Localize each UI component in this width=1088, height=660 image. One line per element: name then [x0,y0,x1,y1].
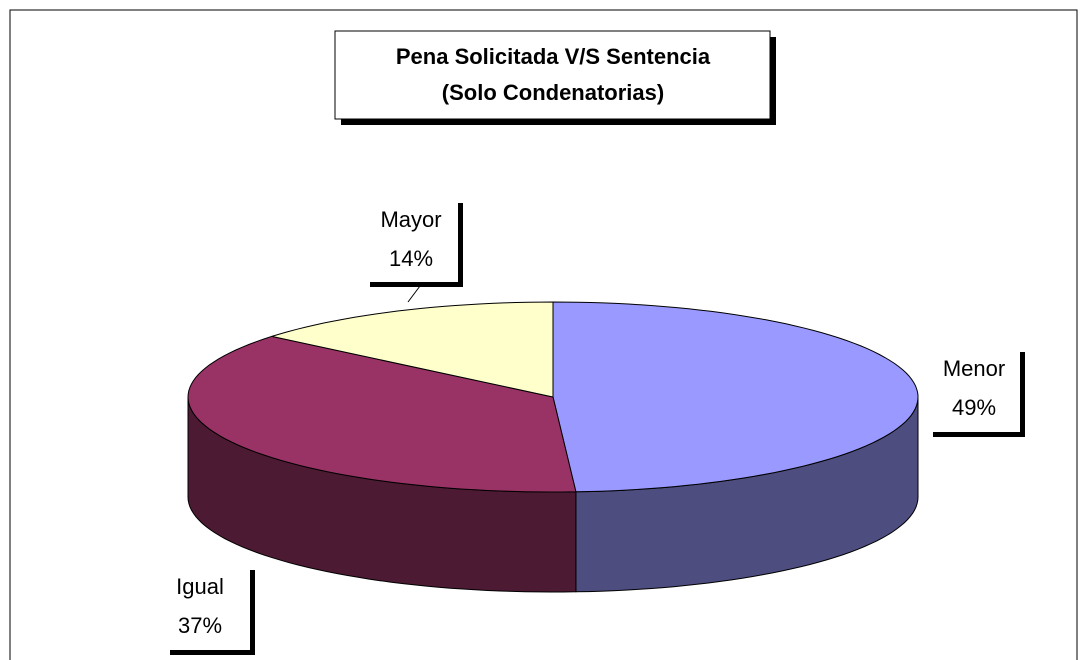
label-value: 14% [389,246,433,271]
leader-line [407,285,421,303]
label-box [928,347,1020,432]
label-name: Igual [176,574,224,599]
chart-frame [9,9,1078,660]
pie-slice [187,335,577,493]
label-value: 49% [952,395,996,420]
label-name: Menor [943,356,1005,381]
label-box [365,198,458,282]
chart-subtitle: (Solo Condenatorias) [442,80,664,105]
label-value: 37% [178,613,222,638]
label-box [165,565,250,650]
chart-title: Pena Solicitada V/S Sentencia [396,44,711,69]
pie-slice [552,301,919,493]
title-box [334,30,771,120]
pie-slice [271,301,554,398]
label-name: Mayor [380,207,441,232]
